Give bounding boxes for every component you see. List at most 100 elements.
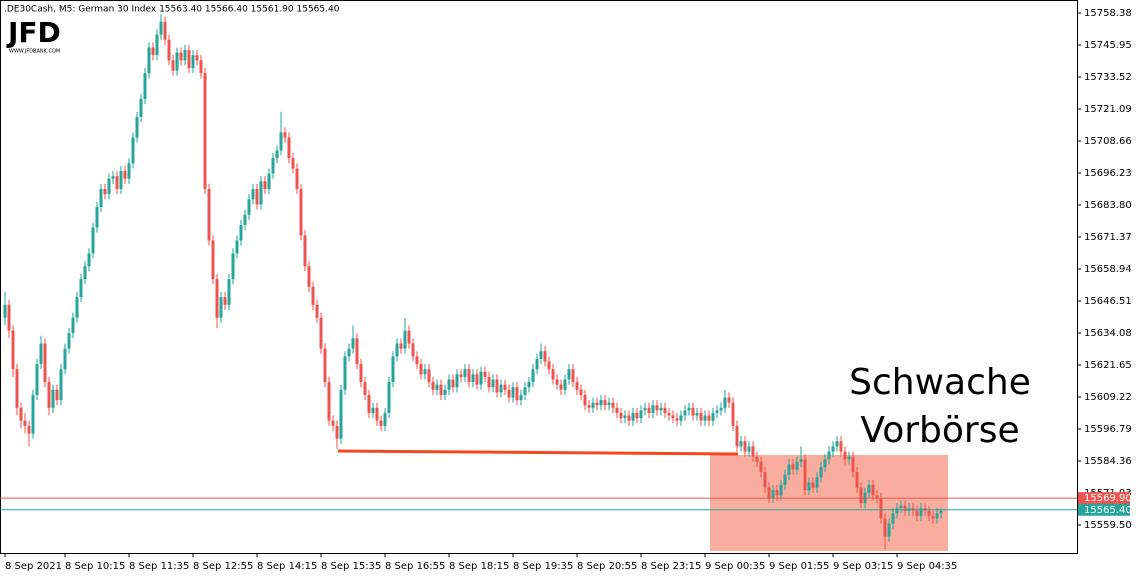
candle-body	[347, 348, 351, 357]
candle-body	[215, 279, 219, 318]
candle-body	[431, 382, 435, 390]
candle-body	[823, 459, 827, 468]
candle-body	[339, 389, 343, 439]
candle-body	[703, 415, 707, 421]
candle-body	[367, 394, 371, 413]
candle-body	[231, 253, 235, 280]
candle-body	[363, 382, 367, 395]
x-tick-label: 8 Sep 20:55	[577, 561, 637, 572]
y-tick-label: 15609.22	[1084, 392, 1132, 403]
candle-body	[271, 158, 275, 174]
candle-body	[583, 394, 587, 406]
x-tick-label: 9 Sep 04:35	[897, 561, 957, 572]
x-tick-label: 8 Sep 10:15	[65, 561, 125, 572]
candle-body	[239, 225, 243, 241]
candle-body	[207, 189, 211, 241]
highlight-zone	[710, 455, 948, 551]
candle-body	[675, 418, 679, 421]
candle-body	[559, 384, 563, 390]
y-tick-label: 15683.80	[1084, 200, 1132, 211]
candle-body	[471, 374, 475, 383]
candle-body	[619, 412, 623, 419]
price-tag	[1078, 503, 1130, 516]
candle-body	[591, 402, 595, 408]
y-tick-label: 15634.08	[1084, 328, 1132, 339]
candle-body	[443, 389, 447, 395]
candle-body	[427, 369, 431, 383]
candle-body	[807, 482, 811, 491]
candle-body	[131, 137, 135, 164]
candle-body	[611, 402, 615, 408]
candle-body	[867, 485, 871, 493]
candle-body	[291, 158, 295, 169]
candle-body	[859, 487, 863, 504]
x-tick-label: 8 Sep 15:35	[321, 561, 381, 572]
candle-body	[903, 505, 907, 511]
candle-body	[327, 382, 331, 421]
candle-body	[887, 523, 891, 537]
candle-body	[623, 415, 627, 419]
candle-body	[383, 412, 387, 426]
candle-body	[211, 240, 215, 280]
x-tick-label: 8 Sep 14:15	[257, 561, 317, 572]
candle-body	[115, 176, 119, 190]
candle-body	[455, 374, 459, 388]
candle-body	[135, 116, 139, 138]
candle-body	[183, 50, 187, 61]
candle-body	[751, 446, 755, 457]
x-tick-label: 8 Sep 2021	[5, 561, 62, 572]
candle-body	[715, 410, 719, 413]
candle-body	[463, 369, 467, 377]
candle-body	[503, 384, 507, 390]
logo-sub: WWW.JFDBANK.COM	[9, 49, 60, 55]
candle-body	[575, 382, 579, 390]
candle-body	[35, 364, 39, 395]
candle-body	[439, 384, 443, 395]
candle-body	[491, 379, 495, 388]
candle-body	[467, 369, 471, 383]
candle-body	[447, 379, 451, 390]
candle-body	[31, 394, 35, 434]
candle-body	[219, 297, 223, 318]
candle-body	[195, 55, 199, 61]
chart-header: .DE30Cash, M5: German 30 Index 15563.40 …	[4, 5, 340, 15]
candle-body	[723, 397, 727, 408]
candle-body	[587, 405, 591, 408]
candle-body	[403, 330, 407, 349]
candle-body	[883, 518, 887, 537]
candle-body	[15, 369, 19, 408]
candle-body	[199, 60, 203, 74]
candle-body	[651, 405, 655, 413]
candle-body	[551, 369, 555, 380]
candle-body	[355, 338, 359, 365]
candle-body	[303, 235, 307, 267]
x-tick-label: 9 Sep 01:55	[769, 561, 829, 572]
candle-body	[719, 407, 723, 411]
candle-body	[523, 387, 527, 395]
candle-body	[919, 508, 923, 516]
candle-body	[243, 214, 247, 226]
candle-body	[631, 412, 635, 421]
candle-body	[379, 420, 383, 426]
candle-body	[295, 168, 299, 190]
candle-body	[519, 394, 523, 401]
candle-body	[319, 317, 323, 349]
candle-body	[43, 343, 47, 383]
candle-body	[307, 266, 311, 287]
candle-body	[743, 441, 747, 452]
candle-body	[315, 304, 319, 318]
candle-body	[771, 490, 775, 498]
candle-body	[191, 55, 195, 69]
logo: JFD	[6, 16, 61, 49]
candle-body	[75, 297, 79, 318]
candle-body	[755, 456, 759, 462]
candle-body	[647, 407, 651, 413]
price-tag-label: 15569.90	[1084, 493, 1132, 504]
candle-body	[871, 485, 875, 496]
y-tick-label: 15584.36	[1084, 456, 1132, 467]
candle-body	[659, 407, 663, 411]
y-tick-label: 15596.79	[1084, 424, 1132, 435]
candle-body	[323, 348, 327, 383]
candle-body	[251, 189, 255, 200]
candle-body	[787, 464, 791, 475]
